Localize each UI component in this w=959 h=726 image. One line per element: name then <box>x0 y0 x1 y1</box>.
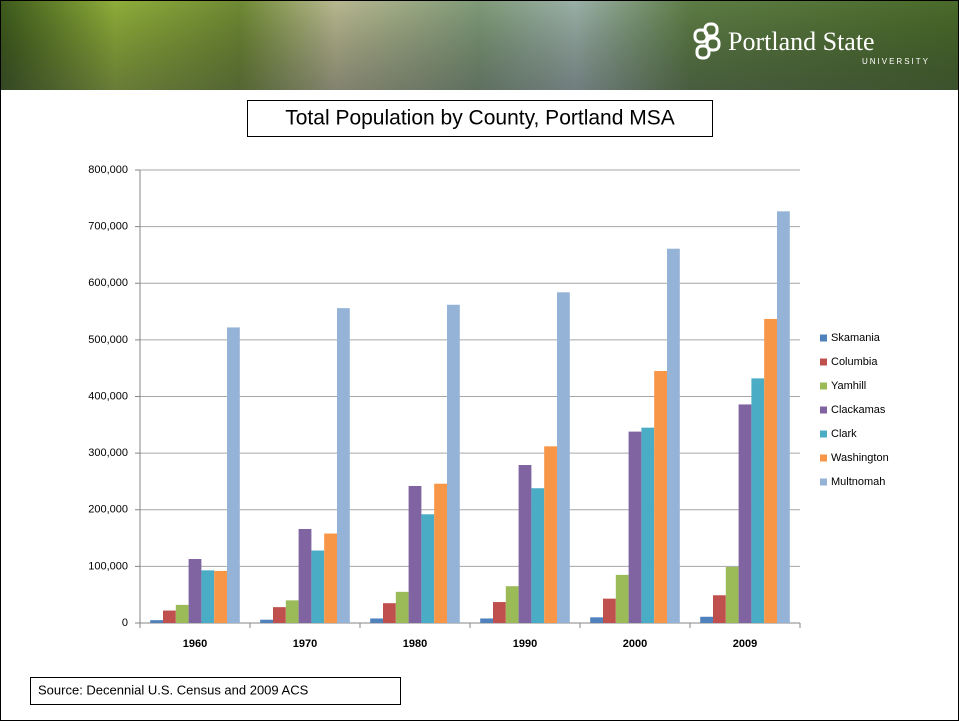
legend-label: Clark <box>831 428 857 440</box>
bar <box>493 602 506 623</box>
bar <box>531 488 545 623</box>
bar <box>518 465 532 623</box>
legend-swatch <box>820 358 827 366</box>
bar <box>700 616 713 623</box>
x-tick-label: 1970 <box>293 638 317 650</box>
bar <box>175 604 189 623</box>
bar <box>227 327 240 623</box>
y-tick-label: 500,000 <box>88 334 128 346</box>
legend-label: Clackamas <box>831 404 886 416</box>
x-tick-label: 2009 <box>733 638 757 650</box>
bar <box>505 586 519 623</box>
legend-swatch <box>820 478 827 486</box>
bar <box>214 570 227 623</box>
bar <box>615 574 629 623</box>
legend-swatch <box>820 454 827 462</box>
bar <box>434 483 447 623</box>
bar <box>285 600 299 623</box>
bar <box>298 529 312 623</box>
y-tick-label: 400,000 <box>88 390 128 402</box>
source-note: Source: Decennial U.S. Census and 2009 A… <box>38 682 309 697</box>
logo-subtext: UNIVERSITY <box>862 57 930 66</box>
x-tick-label: 1990 <box>513 638 537 650</box>
bar <box>383 603 396 623</box>
bar <box>188 559 202 623</box>
y-tick-label: 800,000 <box>88 164 128 176</box>
legend-label: Yamhill <box>831 380 866 392</box>
x-tick-label: 1960 <box>183 638 207 650</box>
x-tick-label: 2000 <box>623 638 647 650</box>
logo-text: Portland State <box>728 27 875 56</box>
bar <box>201 570 215 623</box>
legend-label: Multnomah <box>831 476 885 488</box>
bar <box>725 566 739 623</box>
bar <box>667 248 680 624</box>
title-box <box>247 100 713 137</box>
y-tick-label: 0 <box>122 617 128 629</box>
bar <box>603 598 616 623</box>
bar <box>163 610 176 623</box>
bar <box>311 550 325 623</box>
chart-title: Total Population by County, Portland MSA <box>285 107 675 130</box>
legend-label: Skamania <box>831 332 881 344</box>
y-tick-label: 700,000 <box>88 221 128 233</box>
bar <box>777 211 790 623</box>
bar <box>421 514 435 623</box>
bar <box>751 378 765 623</box>
bar <box>738 404 752 623</box>
bar <box>628 431 642 623</box>
bar <box>557 292 570 623</box>
y-tick-label: 100,000 <box>88 560 128 572</box>
bar <box>408 485 422 623</box>
banner-shade <box>0 0 959 90</box>
legend-swatch <box>820 334 827 342</box>
bar <box>150 620 163 623</box>
bar <box>447 304 460 623</box>
y-tick-label: 600,000 <box>88 277 128 289</box>
bar <box>590 617 603 623</box>
bar <box>480 618 493 623</box>
y-tick-label: 300,000 <box>88 447 128 459</box>
bar <box>641 427 655 623</box>
bar <box>395 591 409 623</box>
bar <box>544 446 557 623</box>
bar <box>764 318 777 623</box>
legend-swatch <box>820 406 827 414</box>
source-box <box>30 677 401 705</box>
bar <box>337 308 350 623</box>
y-tick-label: 200,000 <box>88 504 128 516</box>
legend-swatch <box>820 382 827 390</box>
bar <box>713 595 726 623</box>
bar <box>260 619 273 623</box>
legend-label: Columbia <box>831 356 878 368</box>
logo-icon <box>693 22 721 60</box>
bar <box>324 533 337 623</box>
bar <box>654 371 667 623</box>
legend-swatch <box>820 430 827 438</box>
legend-label: Washington <box>831 452 889 464</box>
bar <box>370 618 383 623</box>
x-tick-label: 1980 <box>403 638 427 650</box>
bar <box>273 607 286 623</box>
